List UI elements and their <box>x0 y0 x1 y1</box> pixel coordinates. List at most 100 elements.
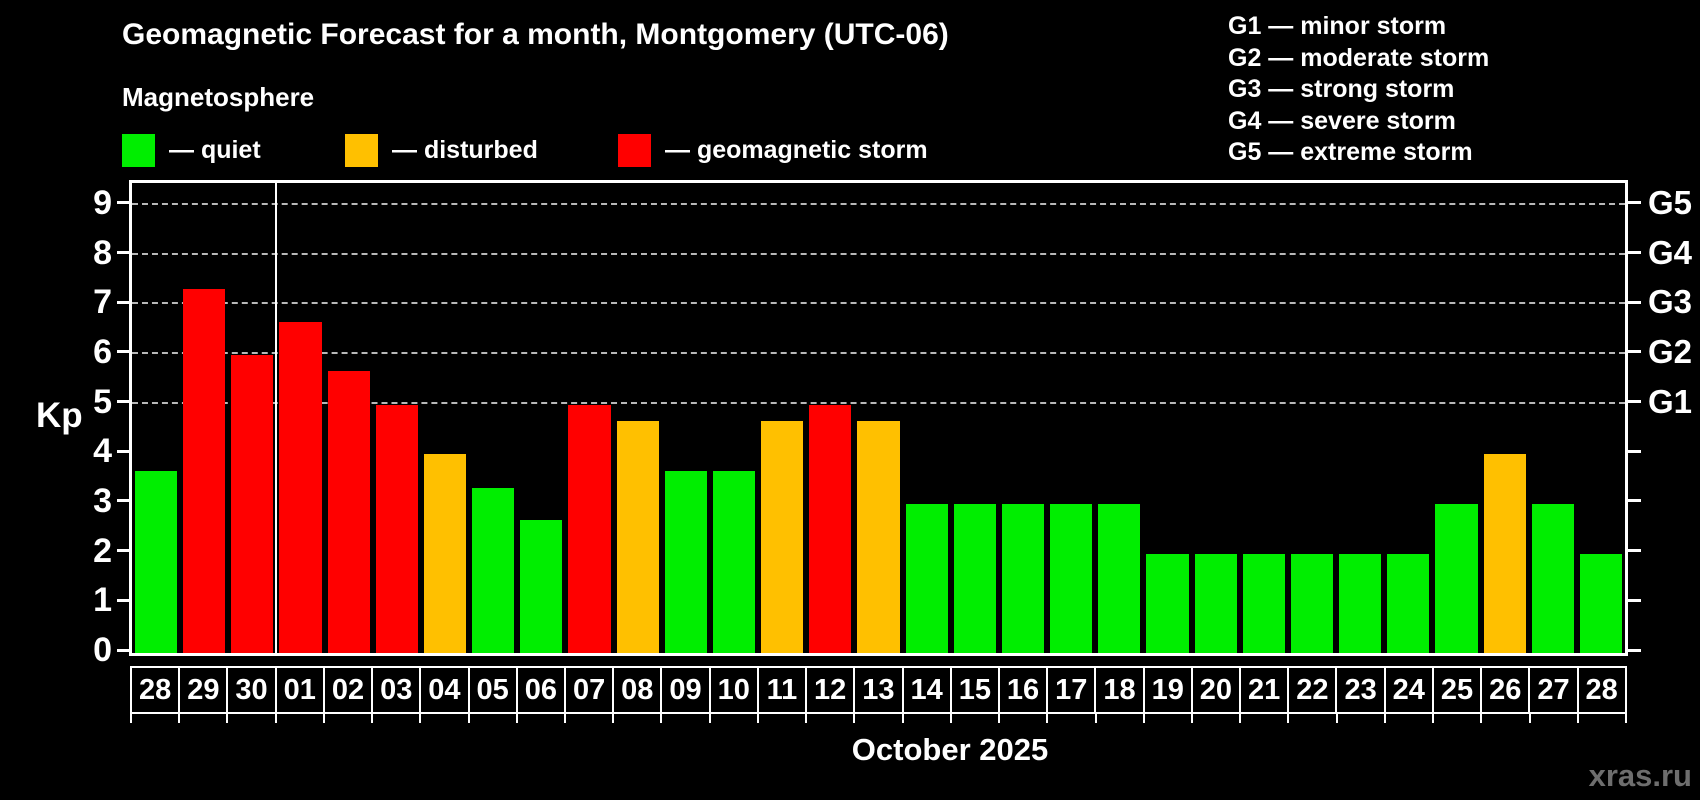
day-label-18: 18 <box>1094 666 1145 714</box>
day-boundary-tick <box>1576 714 1579 723</box>
day-boundary-tick <box>1480 714 1483 723</box>
x-axis-title: October 2025 <box>851 732 1049 767</box>
y-axis-tick-9 <box>117 201 130 205</box>
y-axis-label-6: 6 <box>93 332 112 371</box>
bar-day-24 <box>1387 553 1430 653</box>
day-boundary-tick <box>226 714 229 723</box>
bar-day-28 <box>1579 553 1622 653</box>
y-axis-tick-7 <box>117 300 130 304</box>
y-axis-label-3: 3 <box>93 481 112 520</box>
day-label-20: 20 <box>1190 666 1242 714</box>
bar-day-04 <box>423 454 467 653</box>
bar-day-13 <box>857 421 900 653</box>
bar-day-01 <box>279 321 322 653</box>
day-label-03: 03 <box>371 666 422 714</box>
day-label-28: 28 <box>1576 666 1627 714</box>
bar-day-12 <box>809 404 852 653</box>
day-label-24: 24 <box>1383 666 1434 714</box>
right-axis-tick-0 <box>1628 648 1641 652</box>
right-axis-tick-5 <box>1628 400 1641 404</box>
day-label-17: 17 <box>1046 666 1097 714</box>
y-axis-tick-2 <box>117 549 130 553</box>
g3-legend-line: G3 — strong storm <box>1228 75 1455 103</box>
g1-legend-line: G1 — minor storm <box>1228 12 1447 40</box>
y-axis-tick-6 <box>117 350 130 354</box>
y-axis-label-8: 8 <box>93 233 112 272</box>
bar-day-10 <box>712 470 756 653</box>
bar-day-14 <box>905 504 948 653</box>
day-label-25: 25 <box>1431 666 1483 714</box>
gridline-kp7 <box>132 302 1625 305</box>
day-label-30: 30 <box>226 666 277 714</box>
g2-legend-line: G2 — moderate storm <box>1228 43 1490 72</box>
bar-day-29 <box>183 288 226 653</box>
bar-day-20 <box>1194 553 1237 653</box>
bar-day-21 <box>1242 553 1285 653</box>
day-label-02: 02 <box>322 666 374 714</box>
day-boundary-tick <box>1625 714 1627 723</box>
day-boundary-tick <box>371 714 374 723</box>
day-label-29: 29 <box>178 666 229 714</box>
day-label-10: 10 <box>708 666 759 714</box>
day-boundary-tick <box>130 714 132 723</box>
bar-day-05 <box>472 487 515 653</box>
y-axis-label-4: 4 <box>93 432 112 471</box>
right-axis-tick-6 <box>1628 350 1641 354</box>
day-label-01: 01 <box>274 666 325 714</box>
legend-item-storm: — geomagnetic storm <box>618 133 928 167</box>
legend-label-disturbed: — disturbed <box>392 135 538 164</box>
legend-label-quiet: — quiet <box>169 135 261 164</box>
chart-subtitle: Magnetosphere <box>122 82 315 112</box>
g5-legend-line: G5 — extreme storm <box>1228 138 1473 166</box>
legend-label-storm: — geomagnetic storm <box>665 135 928 164</box>
day-label-27: 27 <box>1528 666 1579 714</box>
day-boundary-tick <box>1190 714 1193 723</box>
right-axis-label-g5: G5 <box>1648 183 1693 221</box>
y-axis-tick-8 <box>117 251 130 255</box>
day-boundary-tick <box>853 714 856 723</box>
day-labels-row: 28 29 30 01 02 03 04 05 06 07 08 09 10 11 12 13 14 15 16 17… <box>130 666 1627 714</box>
bar-day-07 <box>568 404 611 653</box>
day-label-07: 07 <box>563 666 615 714</box>
day-boundary-tick <box>1335 714 1338 723</box>
day-boundary-tick <box>805 714 808 723</box>
day-label-14: 14 <box>901 666 952 714</box>
day-boundary-tick <box>1383 714 1386 723</box>
day-label-12: 12 <box>805 666 856 714</box>
legend-item-disturbed: — disturbed <box>345 133 538 167</box>
gridline-kp9 <box>132 202 1625 205</box>
g-scale-legend: G1 — minor storm G2 — moderate storm G3 … <box>1228 11 1489 169</box>
y-axis-label-0: 0 <box>93 631 112 669</box>
day-boundary-tick <box>322 714 325 723</box>
y-axis-tick-4 <box>117 449 130 453</box>
chart-title: Geomagnetic Forecast for a month, Montgo… <box>122 18 949 51</box>
right-axis-tick-8 <box>1628 251 1641 255</box>
bar-day-15 <box>953 504 996 653</box>
day-boundary-tick <box>1239 714 1242 723</box>
day-boundary-tick <box>660 714 663 723</box>
day-boundary-tick <box>1528 714 1531 723</box>
y-axis-label-5: 5 <box>93 382 112 421</box>
disturbed-color-swatch <box>345 133 378 167</box>
bar-day-16 <box>1001 504 1045 653</box>
day-label-09: 09 <box>660 666 711 714</box>
bar-day-17 <box>1050 504 1093 653</box>
y-axis-label-2: 2 <box>93 531 112 570</box>
day-boundary-tick <box>1287 714 1290 723</box>
day-boundary-tick <box>1142 714 1145 723</box>
right-axis-label-g1: G1 <box>1648 382 1693 420</box>
bar-day-08 <box>616 421 659 653</box>
y-axis-label-1: 1 <box>93 581 112 620</box>
bar-day-28 <box>135 470 178 653</box>
day-boundary-tick <box>515 714 518 723</box>
right-axis-label-g3: G3 <box>1648 283 1693 321</box>
day-boundary-tick <box>756 714 759 723</box>
gridline-kp5 <box>132 401 1625 404</box>
bar-day-09 <box>664 470 707 653</box>
day-boundary-tick <box>1094 714 1097 723</box>
day-label-13: 13 <box>853 666 904 714</box>
y-axis-title: Kp <box>36 396 83 435</box>
bar-day-03 <box>375 404 418 653</box>
day-label-21: 21 <box>1239 666 1290 714</box>
